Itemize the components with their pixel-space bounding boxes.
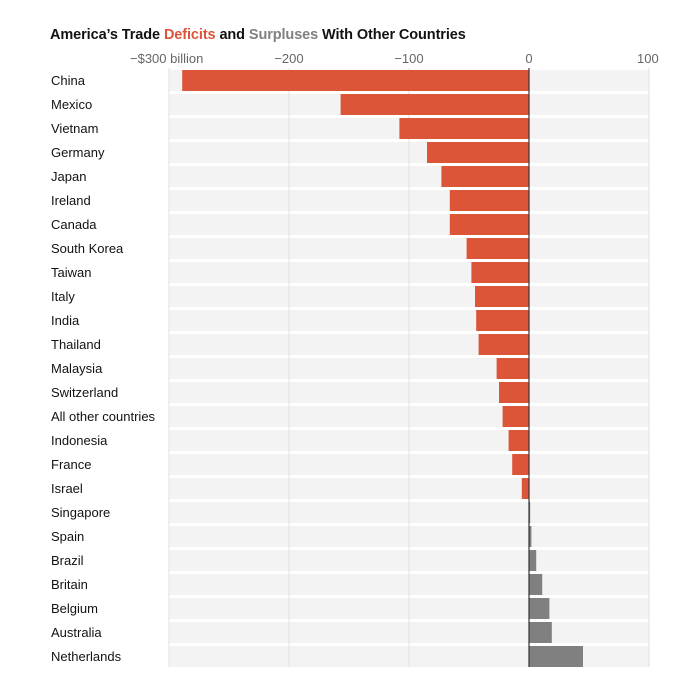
bar: [449, 190, 529, 211]
title-prefix: America’s Trade: [50, 27, 164, 43]
bar: [441, 166, 529, 187]
category-label: Mexico: [51, 97, 92, 112]
bar: [475, 286, 529, 307]
bar: [529, 526, 532, 547]
title-deficits: Deficits: [163, 27, 216, 43]
title-middle: and: [215, 27, 249, 43]
x-tick-label: 100: [637, 51, 659, 66]
bar: [529, 550, 537, 571]
bar: [340, 94, 529, 115]
category-label: Israel: [51, 481, 83, 496]
bar: [502, 406, 529, 427]
category-label: Belgium: [51, 601, 98, 616]
bar: [449, 214, 529, 235]
x-tick-label: −200: [274, 51, 303, 66]
x-tick-label: 0: [525, 51, 532, 66]
category-label: Spain: [51, 529, 84, 544]
bar: [529, 598, 550, 619]
category-label: India: [51, 313, 80, 328]
bar: [529, 646, 583, 667]
bar: [512, 454, 529, 475]
bar: [471, 262, 529, 283]
bar: [496, 358, 529, 379]
bar: [466, 238, 529, 259]
bar: [529, 622, 552, 643]
category-label: China: [51, 73, 86, 88]
title-surpluses: Surpluses: [248, 27, 319, 43]
category-label: Vietnam: [51, 121, 98, 136]
category-label: Italy: [51, 289, 75, 304]
category-label: Singapore: [51, 505, 110, 520]
x-tick-label: −100: [394, 51, 423, 66]
category-label: Britain: [51, 577, 88, 592]
bar: [427, 142, 529, 163]
category-label: Germany: [51, 145, 105, 160]
bar: [508, 430, 529, 451]
category-label: Netherlands: [51, 649, 122, 664]
chart-title: America’s Trade Deficits and Surpluses W…: [50, 27, 466, 43]
bar: [399, 118, 529, 139]
bar: [529, 574, 543, 595]
category-label: Australia: [51, 625, 102, 640]
bar: [478, 334, 529, 355]
category-label: Ireland: [51, 193, 91, 208]
bar: [182, 70, 529, 91]
category-label: Switzerland: [51, 385, 118, 400]
bar: [476, 310, 529, 331]
bar: [499, 382, 529, 403]
category-label: Canada: [51, 217, 97, 232]
category-label: Brazil: [51, 553, 84, 568]
title-suffix: With Other Countries: [318, 27, 466, 43]
category-label: Japan: [51, 169, 86, 184]
category-label: South Korea: [51, 241, 124, 256]
category-label: Malaysia: [51, 361, 103, 376]
category-label: Thailand: [51, 337, 101, 352]
category-label: Taiwan: [51, 265, 91, 280]
x-tick-label: −$300 billion: [130, 51, 203, 66]
category-label: France: [51, 457, 91, 472]
category-label: All other countries: [51, 409, 156, 424]
bar: [521, 478, 529, 499]
category-label: Indonesia: [51, 433, 108, 448]
